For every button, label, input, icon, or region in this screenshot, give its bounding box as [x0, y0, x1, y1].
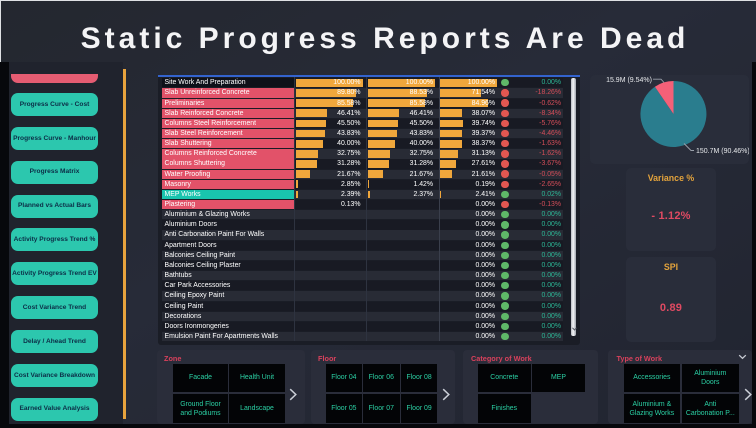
svg-text:150.7M (90.46%): 150.7M (90.46%)	[696, 148, 749, 155]
svg-text:15.9M (9.54%): 15.9M (9.54%)	[606, 77, 652, 84]
